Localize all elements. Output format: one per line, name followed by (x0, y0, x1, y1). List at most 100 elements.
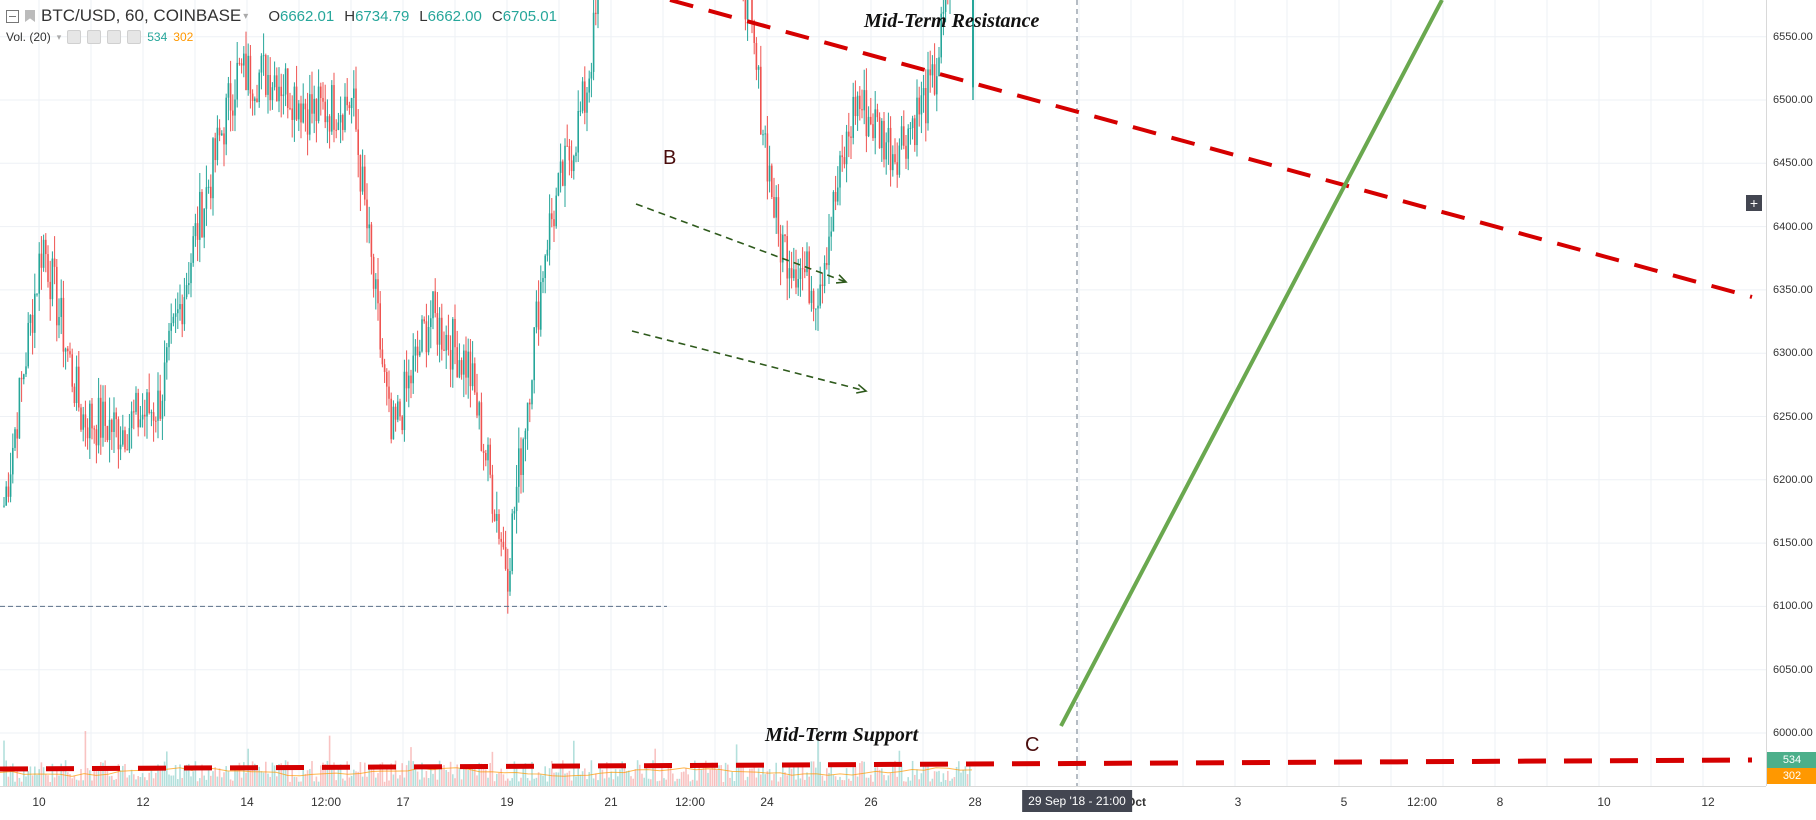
candle-body (324, 101, 326, 123)
volume-bar (733, 781, 736, 786)
candle-body (474, 363, 476, 393)
plus-icon[interactable]: + (1746, 195, 1762, 211)
candle-body (837, 187, 839, 202)
mid-term-resistance-trendline (669, 0, 1753, 299)
candle-body (7, 486, 10, 497)
time-label: 3 (1234, 795, 1242, 809)
volume-bar (5, 760, 7, 786)
candle-body (771, 165, 773, 197)
close-key: C (491, 7, 503, 25)
volume-bar (309, 768, 311, 786)
volume-bar (592, 778, 595, 786)
candle-body (205, 187, 208, 209)
volume-bar (36, 774, 38, 786)
volume-bar (603, 778, 606, 786)
volume-bar (892, 763, 894, 786)
time-label: 12:00 (674, 795, 706, 809)
candle-body (500, 538, 502, 542)
candle-body (584, 81, 586, 113)
visibility-icon[interactable] (67, 30, 82, 44)
candle-body (476, 392, 478, 416)
candle-body (353, 88, 355, 99)
candle-body (306, 109, 309, 135)
candle-body (535, 301, 538, 328)
candle-body (212, 138, 214, 199)
wave-label-c[interactable]: C (1025, 734, 1040, 756)
candle-body (78, 366, 80, 408)
candle-body (20, 377, 23, 380)
candle-body (859, 95, 861, 110)
volume-bar (903, 781, 905, 786)
candle-body (31, 314, 34, 333)
volume-bar (238, 762, 241, 786)
candle-body (240, 63, 243, 66)
candle-body (793, 269, 795, 279)
support-annotation[interactable]: Mid-Term Support (765, 724, 919, 746)
candle-body (489, 444, 491, 475)
price-label: 6000.00 (1773, 727, 1813, 739)
candle-body (245, 53, 247, 91)
flag-icon[interactable] (25, 10, 35, 22)
candle-body (201, 191, 203, 238)
volume-bar (570, 780, 573, 786)
candle-body (903, 126, 905, 146)
symbol-title[interactable]: BTC/USD, 60, COINBASE (41, 6, 242, 25)
candle-body (766, 133, 769, 182)
collapse-icon[interactable] (6, 9, 19, 23)
candle-body (56, 266, 58, 326)
volume-bar (779, 777, 782, 786)
candle-body (898, 145, 901, 175)
candle-body (36, 293, 38, 295)
volume-bar (562, 760, 564, 786)
volume-bar (441, 766, 443, 786)
candle-body (447, 334, 450, 350)
price-axis[interactable]: 7150.007100.007050.007000.006950.006900.… (1766, 0, 1816, 786)
volume-bar (89, 770, 91, 786)
volume-bar (269, 776, 271, 786)
volume-bar (513, 761, 516, 786)
candle-body (469, 351, 472, 387)
volume-bar (25, 776, 27, 786)
volume-bar (262, 772, 265, 786)
candle-body (463, 350, 465, 375)
price-label: 6500.00 (1773, 94, 1813, 106)
candle-body (34, 293, 36, 333)
candle-body (322, 97, 324, 102)
candle-body (188, 283, 190, 286)
volume-bar (841, 780, 843, 786)
candle-body (258, 72, 260, 102)
volume-bar (284, 760, 287, 786)
volume-bar (267, 773, 269, 786)
volume-bar (460, 779, 463, 786)
volume-bar (493, 781, 496, 786)
chevron-down-icon[interactable]: ▾ (243, 10, 249, 22)
close-icon[interactable] (127, 30, 142, 44)
time-axis[interactable]: 10 12 14 12:00 17 19 21 12:00 24 26 28 Oct 3 5 12:00 8 1… (0, 786, 1766, 820)
candle-body (342, 115, 344, 130)
wave-label-b[interactable]: B (663, 147, 677, 169)
volume-bar (885, 780, 887, 786)
candle-body (533, 327, 535, 381)
resistance-annotation[interactable]: Mid-Term Resistance (864, 10, 1040, 32)
candle-body (782, 234, 784, 263)
volume-bar (584, 768, 586, 786)
volume-bar (656, 781, 659, 786)
chevron-down-icon[interactable]: ▾ (56, 31, 62, 42)
volume-bar (755, 777, 758, 786)
volume-bar (606, 762, 608, 786)
add-icon[interactable] (107, 30, 122, 44)
volume-bar (727, 764, 729, 786)
candle-body (559, 161, 562, 173)
chart-pane[interactable]: BTC/USD, 60, COINBASE ▾ O6662.01 H6734.7… (0, 0, 1766, 786)
chart-canvas[interactable] (0, 0, 1766, 786)
volume-bar (298, 781, 300, 786)
candle-body (113, 412, 115, 433)
volume-bar (403, 777, 406, 786)
volume-bar (306, 770, 309, 786)
volume-bar (69, 774, 71, 786)
candle-body (755, 42, 758, 70)
volume-bar (601, 769, 604, 786)
candle-body (581, 81, 584, 111)
volume-label[interactable]: Vol. (20) (6, 30, 51, 44)
settings-icon[interactable] (87, 30, 102, 44)
